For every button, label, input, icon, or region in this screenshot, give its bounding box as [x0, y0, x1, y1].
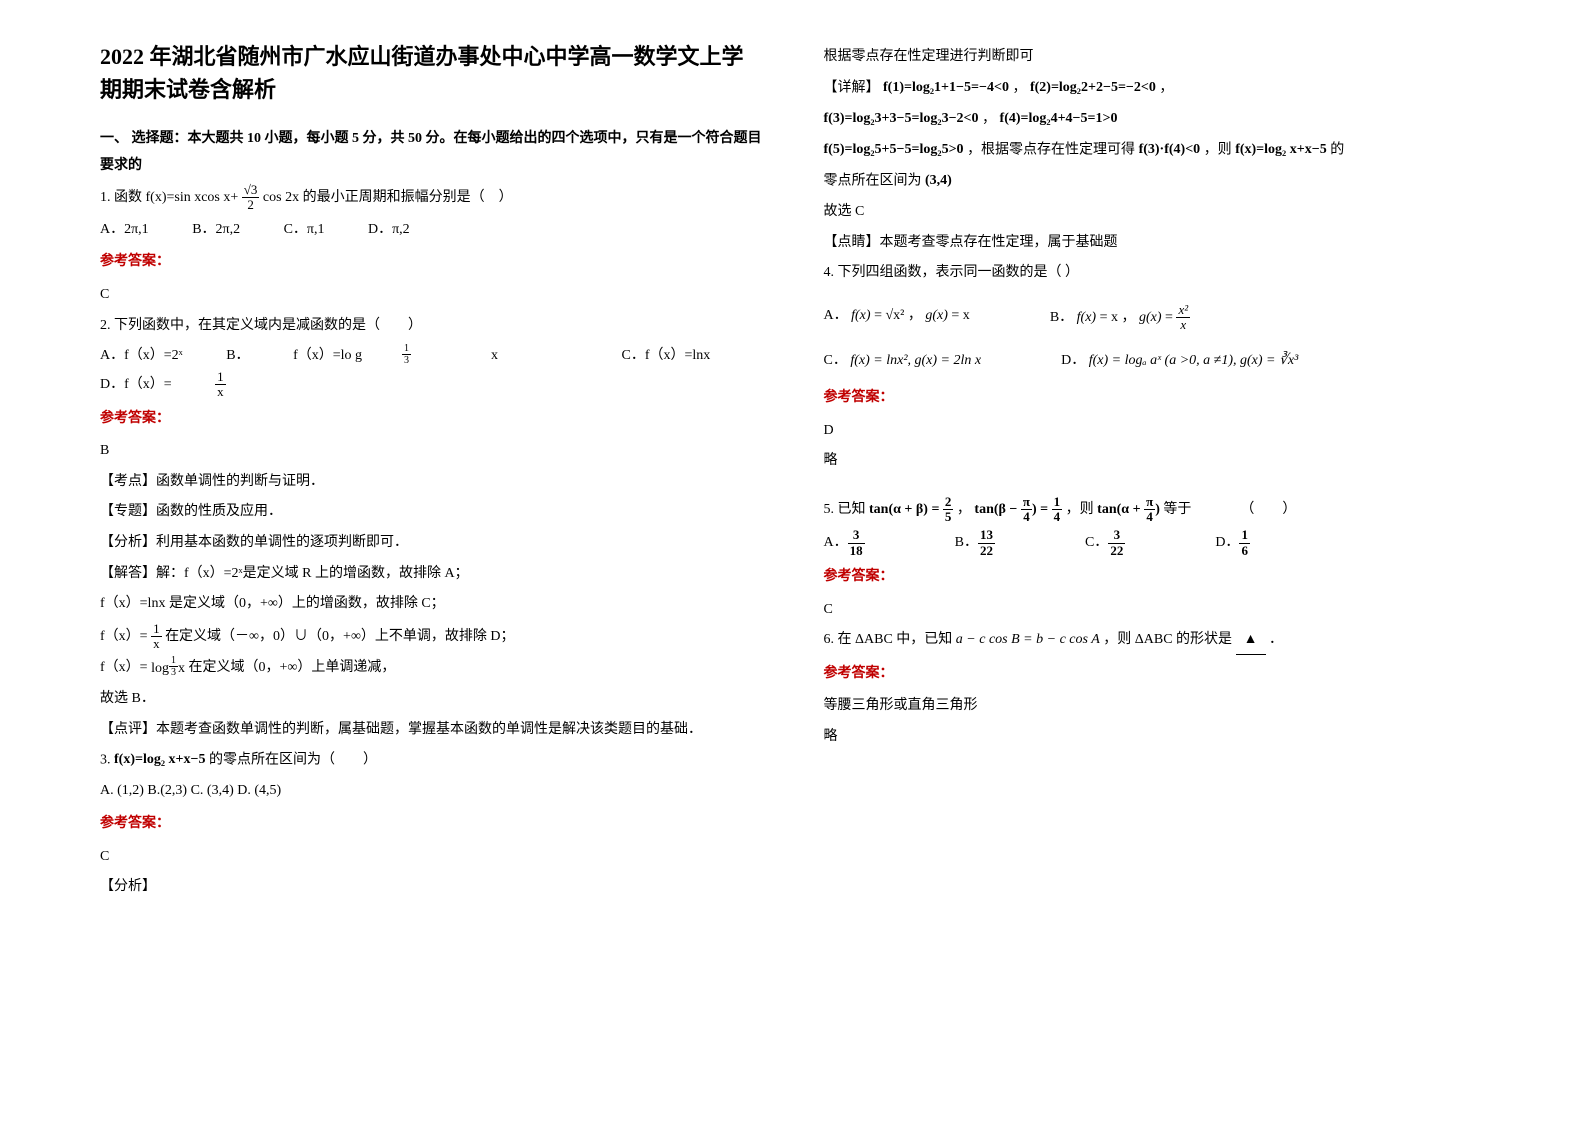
q3-fenxi-label: 【分析】	[100, 874, 764, 901]
q3-xiangjie: 【详解】 f(1)=log₂1+1−5=−4<0 ， f(2)=log₂2+2−…	[824, 75, 1488, 102]
q3-line5: 零点所在区间为 (3,4)	[824, 168, 1488, 195]
q3-dianjing: 【点睛】本题考查零点存在性定理，属于基础题	[824, 230, 1488, 257]
q2-kaodian: 【考点】函数单调性的判断与证明．	[100, 469, 764, 496]
q4-answer-label: 参考答案：	[824, 385, 1488, 412]
q1-answer-label: 参考答案：	[100, 249, 764, 276]
q2-b-log: f（x）=lo g	[293, 343, 362, 370]
q4-choice-b[interactable]: B． f(x) = x ， g(x) = x²x	[1050, 303, 1190, 333]
q2-choices: A．f（x）=2ˣ B． f（x）=lo g 13 x C．f（x）=lnx D．f…	[100, 343, 764, 399]
q2-answer: B	[100, 438, 764, 465]
q3-formula: f(x)=log₂ x+x−5	[114, 747, 206, 774]
q4-choice-c[interactable]: C． f(x) = lnx², g(x) = 2ln x	[824, 348, 982, 375]
q2-fenxi: 【分析】利用基本函数的单调性的逐项判断即可．	[100, 530, 764, 557]
q2-jieda5: 故选 B．	[100, 686, 764, 713]
q3-answer-label: 参考答案：	[100, 811, 764, 838]
q4-b-frac: x²x	[1176, 303, 1190, 333]
q1-answer: C	[100, 282, 764, 309]
q2-choice-d[interactable]: D．f（x）= 1x	[100, 370, 306, 400]
q4-lue: 略	[824, 448, 1488, 475]
q1-frac-den: 2	[242, 198, 260, 212]
q2-dianping: 【点评】本题考查函数单调性的判断，属基础题，掌握基本函数的单调性是解决该类题目的…	[100, 717, 764, 744]
q1-choice-c[interactable]: C．π,1	[284, 217, 325, 244]
q3-line3: f(3)=log₂3+3−5=log₂3−2<0 ， f(4)=log₂4+4−…	[824, 106, 1488, 133]
q1-stem-post: cos 2x 的最小正周期和振幅分别是（ ）	[263, 190, 513, 205]
q4-stem: 4. 下列四组函数，表示同一函数的是（ ）	[824, 260, 1488, 287]
q2-jieda1: 【解答】解：f（x）=2ˣ是定义域 R 上的增函数，故排除 A；	[100, 561, 764, 588]
q1-stem: 1. 函数 f(x)=sin xcos x+ √3 2 cos 2x 的最小正周…	[100, 183, 764, 213]
q4-row2: C． f(x) = lnx², g(x) = 2ln x D． f(x) = l…	[824, 348, 1488, 375]
q2-jieda3: f（x）= 1x 在定义域（－∞，0）∪（0，+∞）上不单调，故排除 D；	[100, 622, 764, 652]
q2-stem: 2. 下列函数中，在其定义域内是减函数的是（ ）	[100, 313, 764, 340]
q2-zhuanti: 【专题】函数的性质及应用．	[100, 499, 764, 526]
q4-answer: D	[824, 418, 1488, 445]
q2-choice-a[interactable]: A．f（x）=2ˣ	[100, 343, 183, 370]
q5-answer: C	[824, 597, 1488, 624]
q4-choice-a[interactable]: A． f(x) = √x² ， g(x) = x	[824, 303, 970, 333]
q3-line4: f(5)=log₂5+5−5=log₂5>0 ，根据零点存在性定理可得 f(3)…	[824, 137, 1488, 164]
q2-d-pre: D．f（x）=	[100, 372, 172, 399]
q6-answer: 等腰三角形或直角三角形	[824, 693, 1488, 720]
q5-choice-c[interactable]: C．322	[1085, 528, 1125, 558]
fill-blank[interactable]: ▲	[1236, 627, 1266, 655]
q4-choice-d[interactable]: D． f(x) = logₐ aˣ (a >0, a ≠1), g(x) = ∛…	[1061, 348, 1298, 375]
page-title: 2022 年湖北省随州市广水应山街道办事处中心中学高一数学文上学期期末试卷含解析	[100, 40, 764, 106]
left-column: 2022 年湖北省随州市广水应山街道办事处中心中学高一数学文上学期期末试卷含解析…	[100, 40, 764, 905]
q1-choice-a[interactable]: A．2π,1	[100, 217, 149, 244]
q2-choice-c[interactable]: C．f（x）=lnx	[622, 343, 711, 370]
q2-choice-b[interactable]: B． f（x）=lo g 13 x	[226, 343, 578, 370]
q3-answer: C	[100, 844, 764, 871]
q5-answer-label: 参考答案：	[824, 564, 1488, 591]
q2-jieda2: f（x）=lnx 是定义域（0，+∞）上的增函数，故排除 C；	[100, 591, 764, 618]
q1-frac-num: √3	[242, 183, 260, 198]
q6-stem: 6. 在 ΔABC 中，已知 a − c cos B = b − c cos A…	[824, 627, 1488, 655]
q1-choice-d[interactable]: D．π,2	[368, 217, 410, 244]
q6-lue: 略	[824, 724, 1488, 751]
q5-choice-d[interactable]: D．16	[1215, 528, 1250, 558]
q5-choice-a[interactable]: A．318	[824, 528, 865, 558]
q5-choices: A．318 B．1322 C．322 D．16	[824, 528, 1488, 558]
q3-guxuan: 故选 C	[824, 199, 1488, 226]
q1-stem-pre: 1. 函数 f(x)=sin xcos x+	[100, 190, 242, 205]
q1-choices: A．2π,1 B．2π,2 C．π,1 D．π,2	[100, 217, 764, 244]
q2-d-frac: 1x	[215, 370, 266, 400]
q5-choice-b[interactable]: B．1322	[955, 528, 995, 558]
q3-choices[interactable]: A. (1,2) B.(2,3) C. (3,4) D. (4,5)	[100, 778, 764, 805]
q2-b-x: x	[491, 343, 498, 370]
section-intro: 一、 选择题：本大题共 10 小题，每小题 5 分，共 50 分。在每小题给出的…	[100, 126, 764, 179]
q2-b-frac: 13	[402, 343, 451, 366]
q6-answer-label: 参考答案：	[824, 661, 1488, 688]
q1-choice-b[interactable]: B．2π,2	[192, 217, 240, 244]
q3-stem: 3. f(x)=log₂ x+x−5 的零点所在区间为（ ）	[100, 747, 764, 774]
q4-row1: A． f(x) = √x² ， g(x) = x B． f(x) = x ， g…	[824, 303, 1488, 333]
q2-j3-frac: 1x	[151, 622, 162, 652]
q5-stem: 5. 已知 tan(α + β) = 25 ， tan(β − π4) = 14…	[824, 495, 1488, 525]
q2-b-pre: B．	[226, 343, 249, 370]
q2-answer-label: 参考答案：	[100, 406, 764, 433]
right-column: 根据零点存在性定理进行判断即可 【详解】 f(1)=log₂1+1−5=−4<0…	[824, 40, 1488, 905]
q3-r-line1: 根据零点存在性定理进行判断即可	[824, 44, 1488, 71]
q1-fraction: √3 2	[242, 183, 260, 213]
q2-jieda4: f（x）= log13x 在定义域（0，+∞）上单调递减，	[100, 655, 764, 682]
